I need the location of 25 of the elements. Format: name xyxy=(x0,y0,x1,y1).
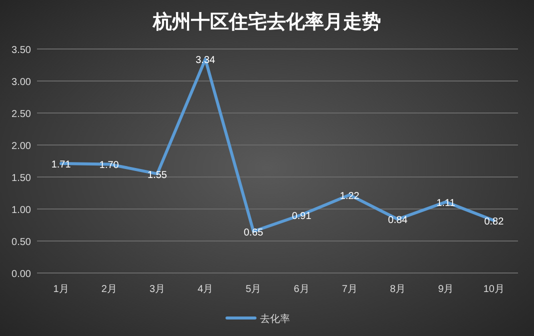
x-tick-label: 6月 xyxy=(294,284,310,295)
chart-title: 杭州十区住宅去化率月走势 xyxy=(152,11,381,33)
x-tick-label: 9月 xyxy=(438,284,454,295)
data-label: 0.65 xyxy=(244,227,264,238)
x-tick-label: 2月 xyxy=(101,284,117,295)
y-tick-label: 0.50 xyxy=(12,237,32,248)
x-tick-label: 3月 xyxy=(149,284,166,295)
y-tick-label: 3.00 xyxy=(12,77,32,88)
data-label: 1.55 xyxy=(148,170,168,181)
data-label: 0.84 xyxy=(388,215,408,226)
data-label: 0.82 xyxy=(484,216,504,228)
y-tick-label: 2.50 xyxy=(12,109,32,120)
y-tick-label: 1.00 xyxy=(12,205,32,216)
x-tick-label: 1月 xyxy=(53,284,69,295)
x-tick-label: 7月 xyxy=(342,284,358,295)
y-tick-label: 3.50 xyxy=(12,45,32,56)
y-tick-label: 2.00 xyxy=(12,141,32,152)
data-label: 1.71 xyxy=(51,160,72,171)
y-tick-label: 0.00 xyxy=(12,269,32,280)
legend-label: 去化率 xyxy=(260,313,290,325)
y-tick-label: 1.50 xyxy=(12,173,32,184)
x-tick-label: 5月 xyxy=(246,284,262,295)
x-tick-label: 8月 xyxy=(390,284,406,295)
x-tick-label: 4月 xyxy=(198,284,214,295)
x-tick-label: 10月 xyxy=(483,284,505,295)
